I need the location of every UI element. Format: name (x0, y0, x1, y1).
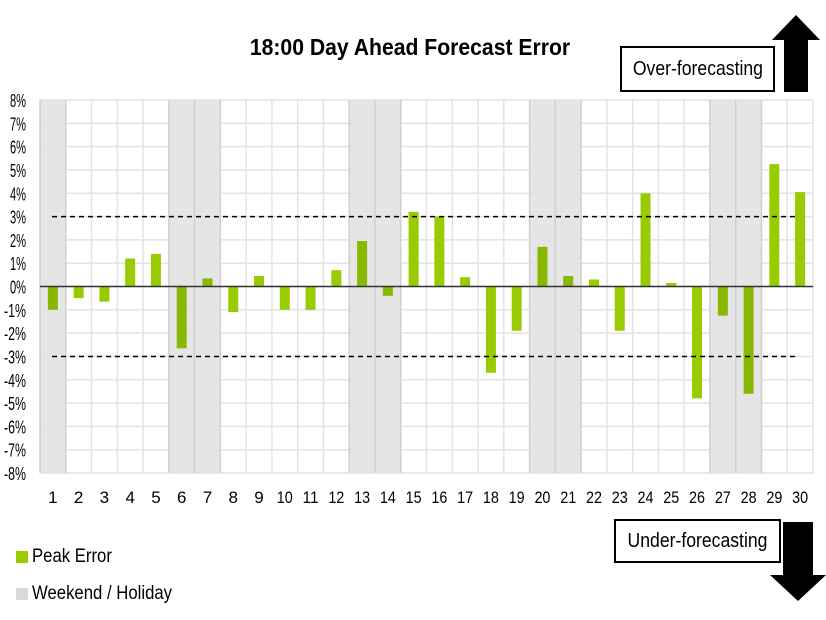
y-tick-label: -4% (4, 371, 26, 391)
bar-day-22 (588, 279, 599, 287)
x-tick-label: 23 (612, 488, 628, 507)
x-tick-label: 26 (689, 488, 705, 507)
bar-day-25 (666, 283, 677, 287)
bar-day-1 (47, 286, 58, 310)
bar-day-5 (150, 253, 161, 287)
bar-day-29 (769, 164, 780, 287)
bar-day-18 (485, 286, 496, 373)
x-tick-label: 17 (457, 488, 473, 507)
legend-swatch-peak-error (16, 551, 28, 563)
over-forecasting-text: Over-forecasting (632, 58, 763, 80)
bar-day-27 (717, 286, 728, 316)
bar-day-13 (357, 241, 368, 287)
y-tick-label: -6% (4, 417, 26, 437)
x-tick-label: 2 (74, 488, 83, 507)
bar-day-11 (305, 286, 316, 310)
y-tick-label: 7% (10, 114, 26, 134)
x-tick-label: 29 (766, 488, 782, 507)
legend-item-peak-error: Peak Error (16, 546, 123, 568)
bar-day-7 (202, 278, 213, 287)
bar-day-12 (331, 270, 342, 287)
x-tick-label: 7 (203, 488, 212, 507)
legend-label-peak-error: Peak Error (32, 546, 112, 567)
bar-day-14 (382, 286, 393, 296)
y-tick-label: 2% (10, 231, 26, 251)
down-arrow-icon (770, 522, 826, 601)
bar-day-16 (434, 216, 445, 287)
x-tick-label: 11 (303, 488, 319, 507)
x-tick-label: 30 (792, 488, 808, 507)
bar-day-17 (460, 277, 471, 287)
y-tick-label: -5% (4, 394, 26, 414)
x-tick-label: 21 (560, 488, 576, 507)
x-tick-label: 6 (177, 488, 186, 507)
x-tick-label: 14 (380, 488, 396, 507)
bar-day-3 (99, 286, 110, 302)
x-tick-label: 9 (254, 488, 263, 507)
y-tick-label: -2% (4, 324, 26, 344)
x-tick-label: 20 (534, 488, 550, 507)
bar-day-9 (254, 276, 265, 287)
bar-day-2 (73, 286, 84, 299)
chart-title: 18:00 Day Ahead Forecast Error (249, 34, 571, 60)
legend-swatch-weekend (16, 588, 28, 600)
legend-label-weekend: Weekend / Holiday (32, 583, 173, 604)
bar-day-19 (511, 286, 522, 331)
x-tick-label: 25 (663, 488, 679, 507)
y-tick-label: -1% (4, 301, 26, 321)
bar-day-24 (640, 193, 651, 287)
x-tick-label: 10 (277, 488, 293, 507)
y-tick-label: 8% (10, 91, 26, 111)
bar-day-4 (125, 258, 136, 287)
x-tick-label: 16 (431, 488, 447, 507)
bar-day-28 (743, 286, 754, 394)
over-forecasting-label: Over-forecasting (620, 46, 775, 92)
y-tick-label: 1% (10, 254, 26, 274)
x-tick-label: 24 (638, 488, 654, 507)
x-tick-label: 28 (741, 488, 757, 507)
bar-day-6 (176, 286, 187, 349)
y-tick-label: 6% (10, 138, 26, 158)
x-tick-label: 5 (151, 488, 160, 507)
x-tick-label: 15 (406, 488, 422, 507)
under-forecasting-label: Under-forecasting (614, 519, 781, 563)
y-tick-label: -8% (4, 464, 26, 484)
x-tick-label: 12 (328, 488, 344, 507)
x-tick-label: 8 (229, 488, 238, 507)
x-tick-label: 4 (125, 488, 134, 507)
x-tick-label: 13 (354, 488, 370, 507)
y-tick-label: 4% (10, 184, 26, 204)
y-tick-label: -7% (4, 441, 26, 461)
bar-day-15 (408, 211, 419, 287)
y-tick-label: 3% (10, 208, 26, 228)
bar-day-21 (563, 276, 574, 287)
bar-day-30 (795, 192, 806, 287)
legend-item-weekend: Weekend / Holiday (16, 583, 191, 605)
bar-day-23 (614, 286, 625, 331)
x-tick-label: 27 (715, 488, 731, 507)
x-tick-label: 1 (48, 488, 57, 507)
y-tick-label: -3% (4, 347, 26, 367)
up-arrow-icon (772, 15, 820, 92)
x-tick-label: 22 (586, 488, 602, 507)
bar-day-8 (228, 286, 239, 313)
y-tick-label: 0% (10, 278, 26, 298)
y-tick-label: 5% (10, 161, 26, 181)
bar-day-20 (537, 246, 548, 287)
x-tick-label: 18 (483, 488, 499, 507)
x-tick-label: 3 (100, 488, 109, 507)
bar-day-10 (279, 286, 290, 310)
x-tick-label: 19 (509, 488, 525, 507)
under-forecasting-text: Under-forecasting (627, 530, 768, 552)
bar-day-26 (692, 286, 703, 399)
